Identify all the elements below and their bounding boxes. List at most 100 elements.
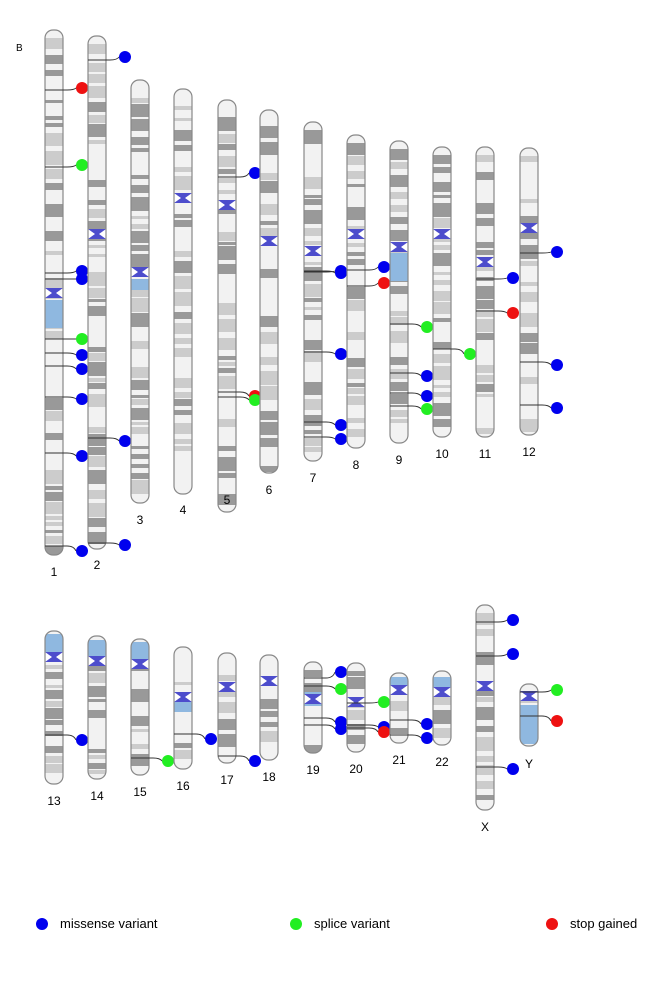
cytoband xyxy=(520,343,538,354)
cytoband xyxy=(131,399,149,405)
cytoband xyxy=(347,190,365,201)
cytoband xyxy=(304,195,322,198)
cytoband xyxy=(390,429,408,436)
cytoband xyxy=(88,209,106,218)
chromosome-1-bands xyxy=(45,30,63,555)
variant-connector xyxy=(476,653,508,657)
chromosome-20 xyxy=(346,662,366,753)
cytoband xyxy=(218,702,236,713)
legend-item-missense: missense variant xyxy=(36,916,158,931)
cytoband xyxy=(88,704,106,709)
variant-connector xyxy=(433,348,465,355)
cytoband xyxy=(218,303,236,315)
chromosome-22-bands xyxy=(433,671,451,745)
cytoband xyxy=(131,329,149,335)
cytoband xyxy=(88,245,106,248)
cytoband xyxy=(45,391,63,397)
variant-connector xyxy=(45,270,77,274)
cytoband xyxy=(88,180,106,187)
cytoband xyxy=(88,74,106,83)
cytoband xyxy=(304,262,322,265)
cytoband xyxy=(260,332,278,344)
cytoband xyxy=(476,227,494,236)
cytoband xyxy=(45,220,63,227)
cytoband xyxy=(174,276,192,289)
cytoband xyxy=(131,708,149,715)
cytoband xyxy=(260,411,278,420)
cytoband xyxy=(476,629,494,636)
cytoband xyxy=(88,124,106,137)
chromosome-16-bands xyxy=(174,647,192,769)
cytoband xyxy=(218,368,236,373)
legend-dot-missense xyxy=(36,917,48,930)
variant-marker-missense xyxy=(76,349,88,361)
variant-connector xyxy=(347,727,379,733)
cytoband xyxy=(520,304,538,312)
chromosome-y-label: Y xyxy=(525,757,533,771)
cytoband xyxy=(304,430,322,434)
cytoband xyxy=(433,335,451,338)
cytoband xyxy=(218,232,236,241)
cytoband xyxy=(433,328,451,332)
cytoband xyxy=(476,795,494,800)
cytoband xyxy=(174,106,192,110)
chromosome-5 xyxy=(217,99,237,513)
cytoband xyxy=(476,707,494,720)
cytoband xyxy=(304,399,322,410)
chromosome-18-bands xyxy=(260,655,278,760)
cytoband xyxy=(88,724,106,729)
cytoband xyxy=(304,130,322,144)
variant-marker-missense xyxy=(507,763,519,775)
cytoband xyxy=(476,413,494,422)
chromosome-3 xyxy=(130,79,150,504)
cytoband xyxy=(433,403,451,416)
variant-connector xyxy=(45,352,77,356)
cytoband xyxy=(88,272,106,286)
cytoband xyxy=(520,401,538,413)
chromosome-2-label: 2 xyxy=(94,558,101,572)
cytoband xyxy=(347,156,365,165)
variant-connector xyxy=(218,396,250,401)
variant-connector xyxy=(88,437,120,442)
cytoband xyxy=(347,259,365,265)
cytoband xyxy=(218,108,236,113)
cytoband xyxy=(174,392,192,398)
chromosome-16-label: 16 xyxy=(176,779,190,793)
variant-marker-stop xyxy=(551,715,563,727)
cytoband xyxy=(88,147,106,157)
cytoband xyxy=(433,710,451,724)
variant-marker-missense xyxy=(507,614,519,626)
cytoband xyxy=(131,380,149,390)
cytoband xyxy=(131,367,149,378)
cytoband xyxy=(520,184,538,196)
cytoband xyxy=(390,716,408,723)
centromere xyxy=(520,223,538,233)
cytoband xyxy=(476,345,494,352)
variant-marker-missense xyxy=(76,393,88,405)
chromosome-7 xyxy=(303,121,323,462)
variant-connector xyxy=(476,277,508,280)
variant-marker-missense xyxy=(335,348,347,360)
cytoband xyxy=(45,446,63,449)
cytoband xyxy=(174,323,192,334)
variant-connector xyxy=(304,724,336,730)
heterochromatin-band xyxy=(390,253,408,281)
heterochromatin-band xyxy=(45,634,63,652)
cytoband xyxy=(131,744,149,749)
chromosome-17-label: 17 xyxy=(220,773,234,787)
chromosome-11-bands xyxy=(476,147,494,437)
legend: missense variant splice variant stop gai… xyxy=(0,916,670,940)
cytoband xyxy=(45,151,63,165)
cytoband xyxy=(520,269,538,277)
cytoband xyxy=(45,359,63,372)
variant-marker-splice xyxy=(76,333,88,345)
centromere xyxy=(131,267,149,277)
cytoband xyxy=(390,394,408,404)
variant-connector xyxy=(304,671,336,679)
variant-connector xyxy=(88,56,120,61)
cytoband xyxy=(260,663,278,671)
chromosome-21 xyxy=(389,672,409,744)
variant-connector xyxy=(218,391,250,397)
variant-marker-missense xyxy=(76,545,88,557)
variant-connector xyxy=(390,719,422,725)
